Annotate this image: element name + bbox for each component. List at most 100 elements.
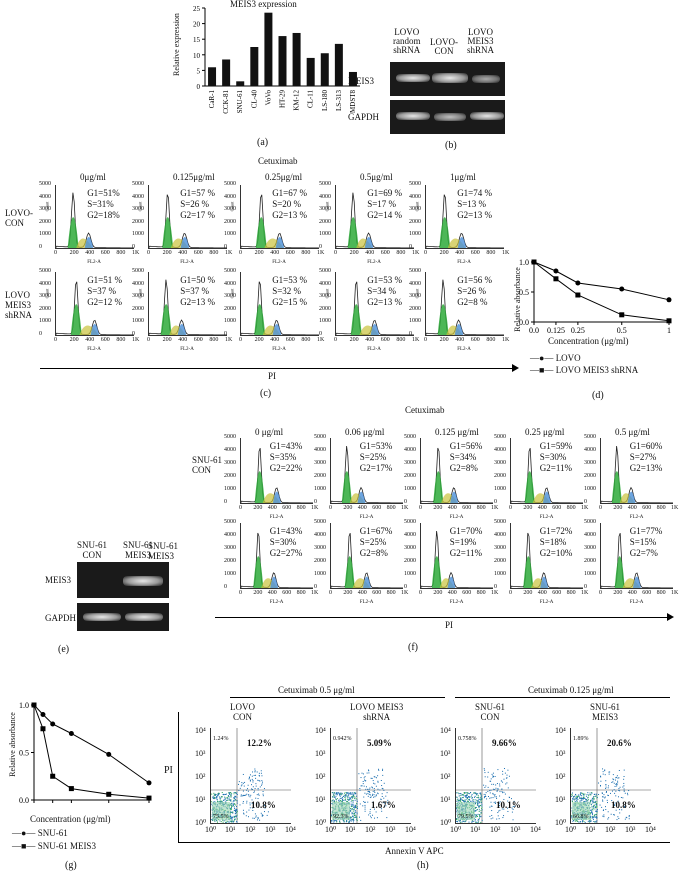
histogram-y-tick: 5000 xyxy=(132,181,144,187)
annexin-x-tick: 10⁴ xyxy=(405,825,416,834)
chart-d-x-tick-label: 0.5 xyxy=(617,326,627,335)
annexin-q4-value: 92.3% xyxy=(333,814,349,820)
annexin-scatter-plot: 5.09% 1.67% 0.942% 92.3% 10⁰ 10⁰ 10¹ 10¹ 10² 10² 1… xyxy=(315,726,416,834)
panel-h-frame-bottom xyxy=(178,842,670,843)
histogram-x-tick: 800 xyxy=(301,337,311,343)
histogram-x-tick: 400 xyxy=(455,250,465,256)
histogram-ylabel: Count xyxy=(137,201,143,212)
histogram-y-tick: 0 xyxy=(494,499,497,505)
annexin-dots xyxy=(211,728,291,823)
histogram-xlabel: FL2-A xyxy=(87,347,101,352)
histogram-x-tick: 400 xyxy=(627,590,637,596)
histogram-xlabel: FL2-A xyxy=(449,515,464,520)
histogram-xlabel: FL2-A xyxy=(539,600,554,605)
histogram-y-tick: 3000 xyxy=(494,460,506,466)
bar-category-label: CaR-1 xyxy=(208,90,216,109)
histogram-x-tick: 1K xyxy=(502,337,510,343)
histogram-x-tick: 200 xyxy=(162,337,172,343)
histogram-xlabel: FL2-A xyxy=(180,347,194,352)
histogram-y-tick: 2000 xyxy=(314,558,326,564)
histogram-y-tick: 5000 xyxy=(404,519,416,525)
bar-category-label: HT-29 xyxy=(279,90,287,109)
cell-cycle-stats: G1=70% S=19% G2=11% xyxy=(449,525,483,558)
histogram-x-tick: 400 xyxy=(455,337,465,343)
cell-cycle-stats: G1=50 % S=37 % G2=13 % xyxy=(180,274,216,307)
histogram-trace xyxy=(601,445,673,503)
bar-category-label: CCK-81 xyxy=(222,90,230,114)
blot-b-gapdh xyxy=(390,100,505,134)
panel-label-a: (a) xyxy=(257,137,269,148)
annexin-x-tick: 10⁰ xyxy=(450,825,462,834)
chart-g-point xyxy=(50,721,56,727)
chart-g-series-line xyxy=(33,704,150,799)
histogram-ylabel: Count xyxy=(324,201,330,212)
histogram-y-tick: 3000 xyxy=(409,293,421,300)
histogram-y-tick: 1000 xyxy=(314,486,326,492)
histogram-trace xyxy=(421,530,493,588)
cell-cycle-histogram: 0 1000 2000 3000 4000 5000 0 200 400 600 800 1K G1=5… xyxy=(39,181,139,265)
cell-cycle-histogram: 0 1000 2000 3000 4000 5000 0 200 400 600 800 1K G1=5… xyxy=(224,268,324,352)
histogram-x-tick: 1K xyxy=(491,590,499,596)
histogram-x-tick: 400 xyxy=(447,505,457,511)
cell-cycle-histogram: 0 1000 2000 3000 4000 5000 0 200 400 600 800 1K G1=7… xyxy=(404,519,498,605)
histogram-xlabel: FL2-A xyxy=(272,260,286,265)
histogram-y-tick: 1000 xyxy=(494,571,506,577)
histogram-x-tick: 0 xyxy=(509,505,512,511)
panel-label-b: (b) xyxy=(445,140,457,151)
histogram-x-tick: 200 xyxy=(254,250,264,256)
histogram-y-tick: 5000 xyxy=(319,181,331,187)
chart-d-x-tick-label: 0.125 xyxy=(547,326,565,335)
cell-cycle-stats: G1=53 % S=34 % G2=13 % xyxy=(367,274,403,307)
cell-cycle-stats: G1=57 % S=26 % G2=17 % xyxy=(180,187,216,220)
annexin-y-tick: 10³ xyxy=(315,749,326,758)
annexin-x-tick: 10² xyxy=(605,825,616,834)
histogram-xlabel: FL2-A xyxy=(272,347,286,352)
panel-c-conc-2: 0.25μg/ml xyxy=(265,172,303,182)
annexin-upper-right-value: 5.09% xyxy=(367,738,392,748)
annexin-x-tick: 10⁰ xyxy=(325,825,337,834)
histogram-x-tick: 800 xyxy=(476,505,486,511)
histogram-x-tick: 0 xyxy=(509,590,512,596)
histogram-x-tick: 0 xyxy=(424,337,427,343)
panel-c-pi-axis xyxy=(40,368,515,369)
cell-cycle-stats: G1=43% S=30% G2=27% xyxy=(269,525,303,558)
histogram-y-tick: 0 xyxy=(584,499,587,505)
legend-g-0-label: SNU-61 xyxy=(37,828,68,838)
histogram-y-tick: 3000 xyxy=(224,293,236,300)
histogram-x-tick: 200 xyxy=(433,505,443,511)
annexin-y-tick: 10¹ xyxy=(555,795,566,804)
histogram-x-tick: 200 xyxy=(349,337,359,343)
bar-category-label: KM-12 xyxy=(293,90,301,111)
cell-cycle-histogram: 0 1000 2000 3000 4000 5000 0 200 400 600 800 1K G1=7… xyxy=(494,519,588,605)
panel-h-ylabel: PI xyxy=(164,765,173,776)
annexin-q1-value: 1.24% xyxy=(213,736,229,742)
chart-g-point xyxy=(50,773,56,779)
blot-e-row-gapdh: GAPDH xyxy=(45,613,77,623)
panel-h: Cetuximab 0.5 μg/ml Cetuximab 0.125 μg/m… xyxy=(164,680,680,873)
histogram-x-tick: 1K xyxy=(225,250,233,256)
chart-g-point xyxy=(146,795,152,801)
cell-cycle-stats: G1=56 % S=26 % G2=8 % xyxy=(457,274,493,307)
histogram-x-tick: 600 xyxy=(642,590,652,596)
histogram-x-tick: 200 xyxy=(69,250,79,256)
histogram-x-tick: 600 xyxy=(193,250,203,256)
annexin-x-tick: 10² xyxy=(245,825,256,834)
blot-b-col-0: LOVO random shRNA xyxy=(393,27,421,55)
histogram-x-tick: 600 xyxy=(282,590,292,596)
histogram-x-tick: 600 xyxy=(470,250,480,256)
annexin-y-tick: 10⁰ xyxy=(315,818,327,827)
histogram-x-tick: 800 xyxy=(386,590,396,596)
annexin-y-tick: 10⁴ xyxy=(555,726,566,735)
legend-square-icon: —■— xyxy=(530,365,554,375)
histogram-x-tick: 400 xyxy=(447,590,457,596)
histogram-x-tick: 1K xyxy=(132,337,140,343)
panel-d: 0.0 0.5 1.0 0.0 0.125 0.25 0.5 1 Relative absor… xyxy=(510,240,680,410)
histogram-xlabel: FL2-A xyxy=(359,515,374,520)
histogram-x-tick: 400 xyxy=(357,590,367,596)
histogram-y-tick: 5000 xyxy=(132,268,144,274)
histogram-ylabel: Count xyxy=(324,288,330,299)
annexin-y-tick: 10¹ xyxy=(315,795,326,804)
panel-h-group-0: Cetuximab 0.5 μg/ml xyxy=(278,685,355,695)
blot-b-row-gapdh: GAPDH xyxy=(348,112,380,122)
histogram-x-tick: 0 xyxy=(599,505,602,511)
